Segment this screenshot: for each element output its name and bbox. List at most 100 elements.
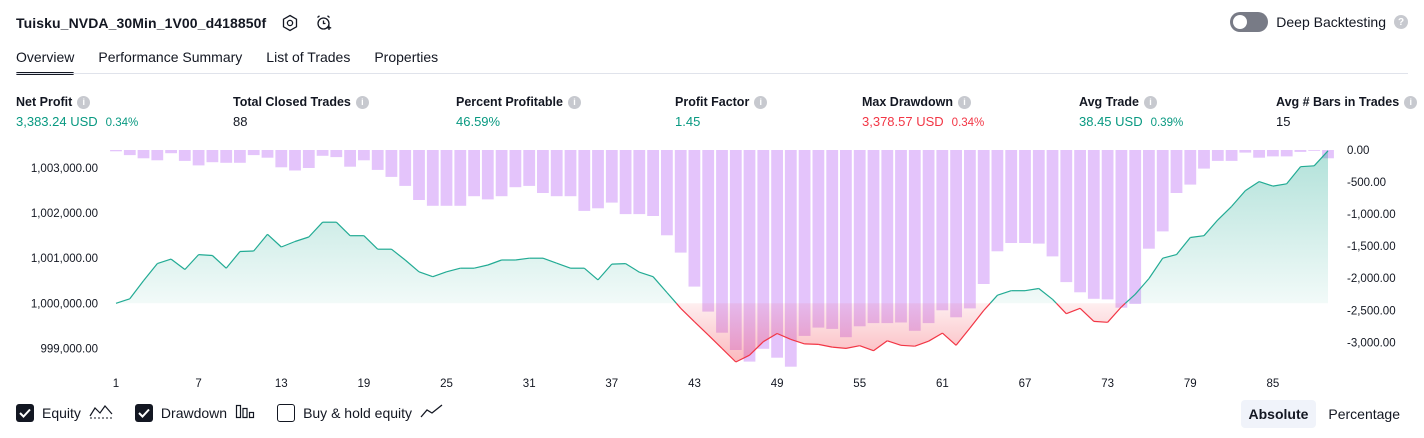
drawdown-bar xyxy=(1156,150,1169,232)
x-tick-label: 7 xyxy=(195,378,201,390)
equity-line-segment xyxy=(914,340,929,347)
equity-line-segment xyxy=(1231,190,1246,207)
tab-list-of-trades[interactable]: List of Trades xyxy=(266,49,351,65)
equity-line-segment xyxy=(873,340,888,352)
checkbox-checked[interactable] xyxy=(134,403,153,422)
drawdown-bar xyxy=(881,150,894,324)
equity-line-segment xyxy=(611,263,626,265)
deep-backtesting-toggle[interactable] xyxy=(1230,12,1269,32)
metric-max-drawdown: Max Drawdown i 3,378.57 USD 0.34% xyxy=(862,94,984,129)
y-left-tick-label: 1,000,000.00 xyxy=(31,298,98,310)
tab-overview[interactable]: Overview xyxy=(16,46,75,75)
absolute-button[interactable]: Absolute xyxy=(1240,400,1317,428)
drawdown-bar xyxy=(385,150,398,177)
equity-line-segment xyxy=(432,271,447,278)
drawdown-bar xyxy=(950,150,962,318)
equity-line-segment xyxy=(1107,306,1122,323)
drawdown-bar xyxy=(784,150,797,367)
equity-line-segment xyxy=(335,221,351,237)
info-icon[interactable]: i xyxy=(77,95,91,109)
equity-line-segment xyxy=(583,267,599,281)
metric-value: 3,378.57 USD xyxy=(862,114,944,129)
drawdown-bar xyxy=(757,150,770,349)
tab-performance-summary[interactable]: Performance Summary xyxy=(98,49,243,65)
x-tick-label: 19 xyxy=(358,378,371,390)
drawdown-bar xyxy=(1060,150,1073,283)
equity-line-segment xyxy=(418,271,434,278)
tab-divider xyxy=(16,73,1408,74)
drawdown-bar xyxy=(1253,150,1265,158)
metric-percent: 0.34% xyxy=(105,117,139,129)
drawdown-bar xyxy=(729,150,742,350)
metric-label: Avg # Bars in Trades xyxy=(1276,95,1400,109)
info-icon[interactable]: i xyxy=(754,95,768,109)
y-right-tick-label: -500.00 xyxy=(1347,177,1386,189)
legend-buy-hold-equity[interactable]: Buy & hold equity xyxy=(277,403,444,422)
info-icon[interactable]: i xyxy=(355,95,369,109)
drawdown-bar xyxy=(771,150,783,358)
drawdown-bar xyxy=(647,150,659,216)
equity-loss-area xyxy=(676,303,1126,362)
x-tick-label: 25 xyxy=(440,378,453,390)
equity-line-segment xyxy=(969,310,985,329)
equity-line-segment xyxy=(515,257,530,261)
metric-value: 3,383.24 USD xyxy=(16,114,98,129)
drawdown-bar xyxy=(1198,150,1210,169)
drawdown-bar xyxy=(1239,150,1252,153)
drawdown-bar xyxy=(192,150,205,166)
help-icon[interactable]: ? xyxy=(1394,15,1408,29)
info-icon[interactable]: i xyxy=(958,95,971,109)
equity-line-segment xyxy=(625,263,640,273)
metric-value: 88 xyxy=(233,114,248,129)
drawdown-bar xyxy=(234,150,246,163)
equity-line-segment xyxy=(845,345,860,349)
equity-area xyxy=(115,150,1329,363)
drawdown-bar xyxy=(316,150,329,156)
gear-icon[interactable] xyxy=(280,13,300,33)
legend-drawdown[interactable]: Drawdown xyxy=(134,403,255,422)
metric-value: 46.59% xyxy=(456,114,501,129)
metric-avg-bars-in-trades: Avg # Bars in Trades i 15 xyxy=(1276,94,1418,129)
drawdown-bar xyxy=(1308,150,1321,151)
equity-line-segment xyxy=(818,343,833,348)
legend-label: Drawdown xyxy=(160,404,228,421)
equity-line-segment xyxy=(928,332,943,342)
legend-equity[interactable]: Equity xyxy=(16,403,113,422)
equity-line-segment xyxy=(308,221,324,238)
tab-properties[interactable]: Properties xyxy=(374,49,439,65)
equity-line-segment xyxy=(694,321,709,336)
add-alert-icon[interactable] xyxy=(314,13,334,33)
equity-line-segment xyxy=(1217,205,1233,221)
checkbox-unchecked[interactable] xyxy=(277,403,296,422)
drawdown-bar xyxy=(853,150,866,327)
bars-icon xyxy=(235,403,255,422)
equity-drawdown-chart[interactable]: 1,003,000.00 1,002,000.00 1,001,000.00 1,00… xyxy=(0,140,1424,396)
info-icon[interactable]: i xyxy=(1404,95,1418,109)
checkbox-checked[interactable] xyxy=(16,403,34,422)
equity-line-segment xyxy=(749,341,764,356)
drawdown-bar xyxy=(605,150,618,203)
x-tick-label: 67 xyxy=(1019,378,1032,390)
x-tick-label: 49 xyxy=(771,378,784,390)
equity-line-segment xyxy=(1093,320,1108,323)
x-tick-label: 79 xyxy=(1184,378,1197,390)
drawdown-bar xyxy=(481,150,494,200)
equity-line-segment xyxy=(198,254,213,257)
equity-line-segment xyxy=(1203,219,1219,237)
info-icon[interactable]: i xyxy=(567,95,581,109)
drawdown-bar xyxy=(509,150,522,188)
equity-line-segment xyxy=(680,307,695,323)
drawdown-bar xyxy=(674,150,687,253)
deep-backtesting-label: Deep Backtesting xyxy=(1276,14,1386,30)
x-tick-label: 31 xyxy=(523,378,536,390)
drawdown-bars xyxy=(110,150,1334,367)
drawdown-bar xyxy=(977,150,990,284)
equity-line-segment xyxy=(542,257,557,264)
drawdown-bar xyxy=(302,150,315,168)
drawdown-bar xyxy=(137,150,150,159)
metric-label: Max Drawdown xyxy=(862,95,953,109)
percentage-button[interactable]: Percentage xyxy=(1328,406,1400,422)
equity-line-segment xyxy=(1162,254,1177,259)
info-icon[interactable]: i xyxy=(1143,95,1157,109)
metric-label: Net Profit xyxy=(16,95,73,109)
